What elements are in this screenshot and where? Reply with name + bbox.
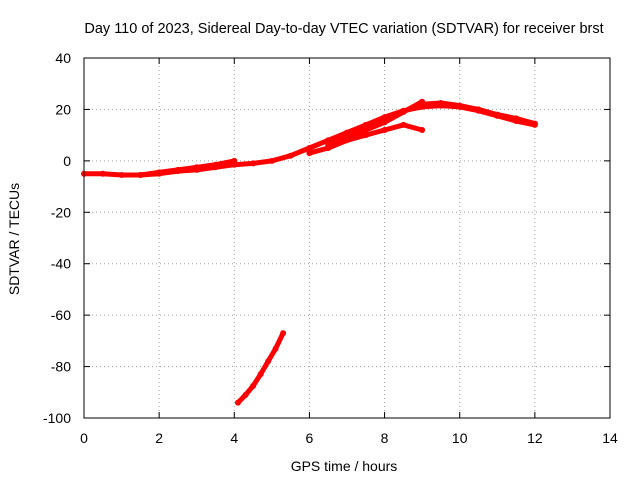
data-point xyxy=(325,142,332,149)
data-point xyxy=(494,111,501,118)
data-point xyxy=(287,152,294,159)
data-point xyxy=(362,132,369,139)
data-point xyxy=(362,127,369,133)
y-tick-label: -60 xyxy=(51,307,71,323)
data-point xyxy=(344,134,350,141)
x-tick-label: 6 xyxy=(306,430,314,446)
x-tick-label: 14 xyxy=(602,430,618,446)
y-tick-label: 20 xyxy=(55,101,71,117)
data-point xyxy=(268,157,275,164)
data-point xyxy=(381,114,388,121)
data-point xyxy=(419,101,426,108)
data-point xyxy=(231,157,238,164)
data-point xyxy=(419,127,426,133)
series-track-segment-a xyxy=(137,158,237,178)
data-point xyxy=(193,164,200,171)
data-point xyxy=(513,115,520,122)
y-tick-label: -40 xyxy=(51,256,71,272)
data-point xyxy=(235,399,241,406)
data-point xyxy=(381,119,388,126)
data-point xyxy=(381,127,388,133)
data-point xyxy=(137,172,144,178)
data-point xyxy=(531,120,538,127)
data-point xyxy=(400,109,407,115)
data-point xyxy=(212,161,219,168)
data-point xyxy=(99,170,106,177)
data-point xyxy=(272,345,279,352)
x-tick-label: 12 xyxy=(527,430,543,446)
x-tick-label: 2 xyxy=(155,430,163,446)
data-point xyxy=(174,166,181,173)
data-point xyxy=(306,145,313,151)
y-tick-label: -80 xyxy=(51,359,71,375)
x-tick-label: 4 xyxy=(230,430,238,446)
data-point xyxy=(250,382,257,389)
data-point xyxy=(362,121,369,128)
series-track-main xyxy=(81,103,538,178)
data-series xyxy=(81,98,538,406)
x-tick-label: 10 xyxy=(452,430,468,446)
data-point xyxy=(156,169,163,176)
data-point xyxy=(118,172,125,178)
data-point xyxy=(265,358,272,365)
data-point xyxy=(257,371,264,378)
data-point xyxy=(250,160,257,167)
x-tick-label: 0 xyxy=(80,430,88,446)
data-point xyxy=(400,121,407,128)
data-point xyxy=(306,150,313,157)
data-point xyxy=(280,330,287,337)
y-tick-label: 0 xyxy=(63,153,71,169)
grid-lines xyxy=(84,58,610,418)
y-tick-label: -20 xyxy=(51,204,71,220)
y-axis-label: SDTVAR / TECUs xyxy=(6,183,22,295)
axis-ticks: 0 2 4 6 8 10 12 14 -100 -80 -60 -40 -20 0 20 40 xyxy=(43,50,618,446)
data-point xyxy=(325,137,332,144)
x-axis-label: GPS time / hours xyxy=(291,458,398,474)
series-track-segment-c xyxy=(325,99,425,148)
data-point xyxy=(456,102,463,109)
data-point xyxy=(242,391,249,398)
data-point xyxy=(475,106,482,113)
y-tick-label: -100 xyxy=(43,410,71,426)
plot-frame xyxy=(83,57,611,419)
data-point xyxy=(344,129,350,136)
x-tick-label: 8 xyxy=(381,430,389,446)
data-point xyxy=(437,100,444,106)
y-tick-label: 40 xyxy=(55,50,71,66)
chart-title: Day 110 of 2023, Sidereal Day-to-day VTE… xyxy=(84,21,603,37)
